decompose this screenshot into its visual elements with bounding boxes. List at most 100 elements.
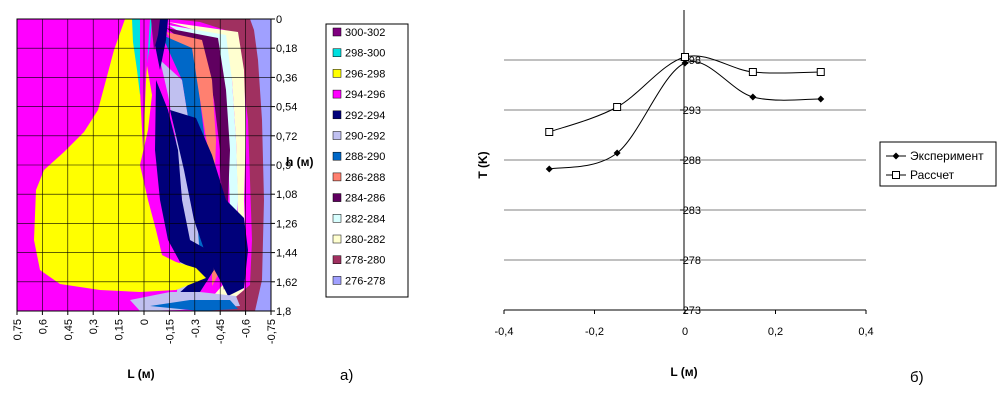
legend-label: 288-290 <box>345 151 385 163</box>
legend-label: Рассчет <box>910 168 955 182</box>
y-tick-label: 0,54 <box>276 102 297 114</box>
y-tick-label: 288 <box>683 155 701 167</box>
data-point-square <box>816 68 825 76</box>
legend-swatch <box>332 110 342 120</box>
x-tick-label: -0,6 <box>241 319 253 338</box>
legend-swatch <box>332 131 342 140</box>
x-tick-label: -0,4 <box>495 326 514 338</box>
y-tick-label: 0,9 <box>276 160 291 172</box>
y-tick-label: 0,72 <box>276 131 297 143</box>
y-tick-label: 0,18 <box>276 43 297 55</box>
y-tick-label: 0,36 <box>276 72 297 84</box>
x-tick-label: -0,2 <box>585 326 604 338</box>
region-286-288 <box>166 32 220 286</box>
panel-label-b: б) <box>910 369 924 386</box>
heatmap-y-ticks: 0 0,18 0,36 0,54 0,72 0,9 1,08 1,26 1,44 1,62 1,8 <box>271 14 297 318</box>
line-chart-grid <box>504 59 866 261</box>
x-tick-label: 0,45 <box>63 319 75 340</box>
y-tick-label: 1,08 <box>276 189 297 201</box>
data-point-diamond <box>749 93 757 101</box>
data-point-square <box>545 128 554 136</box>
y-tick-label: 1,26 <box>276 218 297 230</box>
data-point-square <box>748 68 757 76</box>
legend-label: 294-296 <box>345 89 385 101</box>
data-point-square <box>613 103 622 111</box>
legend-swatch <box>332 276 342 285</box>
legend-swatch <box>332 48 342 57</box>
line-chart-y-label: T (K) <box>476 151 490 178</box>
region-292-294 <box>155 80 214 300</box>
line-chart-legend: Эксперимент Рассчет <box>879 141 997 187</box>
heatmap-y-label: h (м) <box>286 155 314 169</box>
legend-label: 290-292 <box>345 131 385 143</box>
data-point-diamond <box>613 149 621 157</box>
legend-swatch <box>332 193 342 202</box>
x-tick-label: 0,15 <box>114 319 126 340</box>
legend-label: 286-288 <box>345 172 385 184</box>
data-point-diamond <box>817 95 825 103</box>
x-tick-label: -0,15 <box>164 319 176 344</box>
data-point-diamond <box>545 165 553 173</box>
y-tick-label: 1,62 <box>276 277 297 289</box>
y-tick-label: 1,44 <box>276 248 297 260</box>
heatmap-legend: 300-302 298-300 296-298 294-296 292-294 290-2… <box>325 23 409 298</box>
x-tick-label: 0,75 <box>12 319 24 340</box>
line-chart-series <box>545 53 825 173</box>
y-tick-label: 273 <box>683 305 701 317</box>
y-tick-label: 1,8 <box>276 306 291 318</box>
x-tick-label: -0,45 <box>215 319 227 344</box>
legend-label: 298-300 <box>345 48 385 60</box>
x-tick-label: -0,75 <box>266 319 278 344</box>
legend-label: Эксперимент <box>910 149 984 163</box>
legend-swatch <box>332 151 342 161</box>
heatmap-panel: 0,75 0,6 0,45 0,3 0,15 0 -0,15 -0,3 -0,45 -0,6 -0,… <box>12 14 409 384</box>
y-tick-label: 283 <box>683 205 701 217</box>
panel-label-a: а) <box>340 367 353 384</box>
region-276-278 <box>250 19 271 311</box>
legend-label: 300-302 <box>345 27 385 39</box>
y-tick-label: 293 <box>683 105 701 117</box>
x-tick-label: 0 <box>139 319 151 325</box>
data-point-square <box>681 53 689 61</box>
line-chart-x-label: L (м) <box>670 365 697 379</box>
x-tick-label: 0,6 <box>37 319 49 334</box>
y-tick-label: 0 <box>276 14 282 26</box>
legend-swatch <box>332 255 342 264</box>
legend-label: 282-284 <box>345 213 385 225</box>
x-tick-label: -0,3 <box>190 319 202 338</box>
legend-label: 296-298 <box>345 68 385 80</box>
legend-swatch <box>332 172 342 182</box>
region-288-290-lower <box>150 300 238 311</box>
legend-swatch <box>332 214 342 223</box>
legend-label: 278-280 <box>345 255 385 267</box>
legend-swatch <box>332 27 342 37</box>
y-tick-label: 278 <box>683 255 701 267</box>
legend-label: 280-282 <box>345 234 385 246</box>
region-284-286 <box>166 28 231 290</box>
region-296-298 <box>34 19 206 292</box>
legend-marker-square <box>892 171 900 179</box>
x-tick-label: 0,4 <box>858 326 873 338</box>
legend-swatch <box>332 234 342 244</box>
legend-label: 276-278 <box>345 275 385 287</box>
legend-swatch <box>332 69 342 78</box>
heatmap-x-ticks: 0,75 0,6 0,45 0,3 0,15 0 -0,15 -0,3 -0,45 -0,6 -0,… <box>12 311 278 344</box>
x-tick-label: 0,2 <box>768 326 783 338</box>
legend-marker-diamond <box>892 152 900 160</box>
line-chart-x-ticks: -0,4 -0,2 0 0,2 0,4 <box>495 310 874 338</box>
data-point-diamond <box>681 59 689 67</box>
region-300-302 <box>151 19 160 50</box>
legend-swatch <box>332 89 342 99</box>
legend-label: 292-294 <box>345 110 385 122</box>
region-292-294-right <box>170 110 248 296</box>
region-294-296-inner <box>140 19 150 150</box>
heatmap-x-label: L (м) <box>127 367 154 381</box>
legend-label: 284-286 <box>345 193 385 205</box>
region-278-280 <box>172 19 271 311</box>
heatmap-grid <box>17 19 271 311</box>
x-tick-label: 0 <box>682 326 688 338</box>
x-tick-label: 0,3 <box>88 319 100 334</box>
